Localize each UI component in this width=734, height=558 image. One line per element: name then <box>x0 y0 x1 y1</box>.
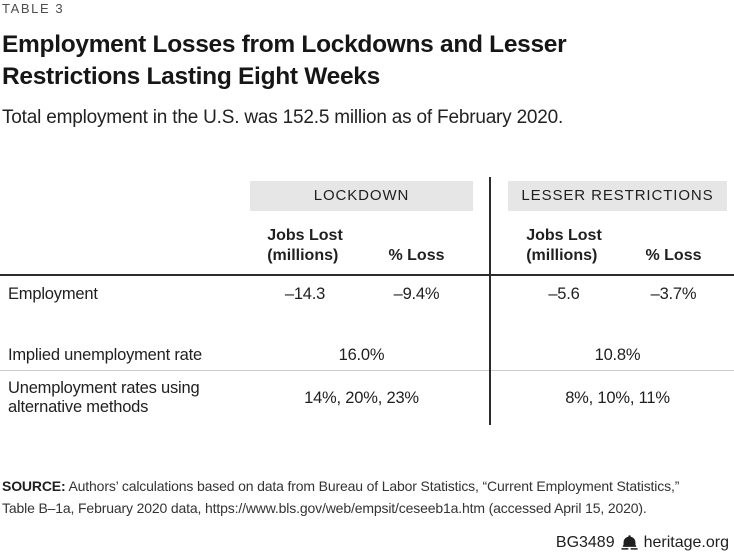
table-row-employment: Employment –14.3 –9.4% –5.6 –3.7% <box>0 274 734 304</box>
col-header-lesser-pct-loss: % Loss <box>645 247 702 264</box>
document-id: BG3489 <box>555 534 615 551</box>
row-spacer <box>0 304 734 346</box>
column-header-row: Jobs Lost (millions) % Loss Jobs Lost (m… <box>0 226 734 274</box>
page-title: Employment Losses from Lockdowns and Les… <box>2 29 662 93</box>
employment-lesser-jobs-lost: –5.6 <box>548 285 580 303</box>
source-line-2: Table B–1a, February 2020 data, https://… <box>2 500 647 516</box>
alt-methods-lesser: 8%, 10%, 11% <box>565 388 670 407</box>
row-label: Implied unemployment rate <box>8 346 203 364</box>
lesser-restrictions-group-header: LESSER RESTRICTIONS <box>508 181 727 211</box>
group-header-row: LOCKDOWN LESSER RESTRICTIONS <box>0 181 734 211</box>
lockdown-group-header: LOCKDOWN <box>250 181 473 211</box>
employment-losses-table: LOCKDOWN LESSER RESTRICTIONS Jobs Lost (… <box>0 177 734 427</box>
source-text: Authors’ calculations based on data from… <box>65 478 680 494</box>
title-line-1: Employment Losses from Lockdowns and Les… <box>2 31 567 58</box>
source-line-1: SOURCE: Authors’ calculations based on d… <box>2 475 732 497</box>
jobs-lost-label: Jobs Lost <box>526 227 602 244</box>
table-row-implied-unemployment-rate: Implied unemployment rate 16.0% 10.8% <box>0 346 734 371</box>
liberty-bell-icon <box>620 535 638 550</box>
jobs-lost-units: (millions) <box>267 247 339 264</box>
col-header-lockdown-jobs-lost: Jobs Lost (millions) <box>250 226 360 266</box>
source-note: SOURCE: Authors’ calculations based on d… <box>2 475 732 519</box>
site-name: heritage.org <box>643 534 729 551</box>
implied-rate-lesser: 10.8% <box>594 346 641 364</box>
row-label: Unemployment rates using alternative met… <box>8 379 200 416</box>
employment-lockdown-jobs-lost: –14.3 <box>284 285 326 303</box>
table-number-label: TABLE 3 <box>2 1 65 16</box>
jobs-lost-units: (millions) <box>526 247 598 264</box>
footer: BG3489 heritage.org <box>556 534 729 552</box>
group-divider-line <box>489 177 491 425</box>
source-label: SOURCE: <box>2 478 66 494</box>
col-header-lockdown-pct-loss: % Loss <box>388 247 445 264</box>
alt-methods-lockdown: 14%, 20%, 23% <box>304 388 419 407</box>
col-header-lesser-jobs-lost: Jobs Lost (millions) <box>508 226 620 266</box>
employment-lesser-pct-loss: –3.7% <box>650 285 697 303</box>
implied-rate-lockdown: 16.0% <box>338 346 385 364</box>
table-row-alternative-methods: Unemployment rates using alternative met… <box>0 371 734 426</box>
row-label: Employment <box>8 285 98 303</box>
jobs-lost-label: Jobs Lost <box>267 227 343 244</box>
subtitle: Total employment in the U.S. was 152.5 m… <box>2 107 564 128</box>
employment-lockdown-pct-loss: –9.4% <box>393 285 440 303</box>
title-line-2: Restrictions Lasting Eight Weeks <box>2 63 380 90</box>
